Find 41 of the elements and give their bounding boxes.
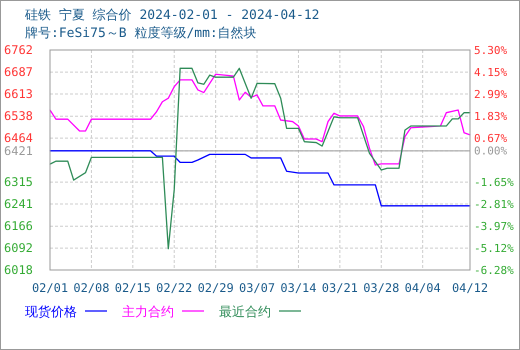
legend-label: 主力合约 (122, 304, 174, 320)
x-tick-label: 02/01 (32, 281, 68, 295)
y-tick-label: 6421 (4, 144, 33, 158)
y2-tick-label: 1.83% (474, 110, 508, 123)
x-tick-label: 03/21 (322, 281, 358, 295)
y2-tick-label: -6.28% (474, 264, 514, 277)
legend-label: 现货价格 (25, 305, 77, 320)
x-tick-label: 03/28 (363, 281, 400, 295)
line-series (49, 74, 471, 166)
y-tick-label: 6315 (4, 175, 33, 190)
y2-tick-label: 5.30% (474, 44, 508, 57)
y-tick-label: 6092 (4, 241, 33, 256)
y-tick-label: 6464 (4, 131, 33, 146)
x-tick-label: 03/14 (280, 281, 317, 295)
y2-tick-label: 2.99% (474, 88, 508, 101)
y-tick-label: 6538 (4, 109, 33, 124)
y2-tick-label: -3.97% (474, 220, 514, 234)
y-tick-label: 6241 (4, 197, 33, 212)
x-tick-label: 02/29 (198, 281, 234, 295)
x-tick-label: 04/12 (452, 281, 488, 295)
x-tick-label: 04/04 (404, 281, 441, 295)
y-tick-label: 6762 (4, 43, 33, 57)
chart-title: 硅铁 宁夏 综合价 2024-02-01 - 2024-04-12 (24, 7, 320, 23)
y2-tick-label: -5.12% (474, 242, 514, 255)
x-tick-label: 02/22 (156, 281, 192, 295)
y-tick-label: 6687 (4, 65, 33, 80)
y-tick-label: 6018 (4, 263, 33, 277)
line-series (49, 150, 471, 206)
x-tick-label: 03/07 (238, 281, 276, 295)
y2-tick-label: 0.67% (474, 132, 508, 145)
chart-subtitle: 牌号:FeSi75～B 粒度等级/mm:自然块 (25, 25, 257, 41)
y-tick-label: 6166 (4, 219, 33, 234)
y2-tick-label: 0.00% (474, 144, 508, 158)
y2-tick-label: 4.15% (474, 66, 508, 79)
y2-tick-label: -2.81% (474, 198, 514, 212)
x-tick-label: 02/15 (114, 281, 151, 295)
y2-tick-label: -1.65% (474, 176, 514, 190)
line-series (49, 68, 471, 250)
legend-label: 最近合约 (219, 305, 271, 320)
y-tick-label: 6613 (4, 87, 33, 102)
x-tick-label: 02/08 (73, 281, 110, 295)
